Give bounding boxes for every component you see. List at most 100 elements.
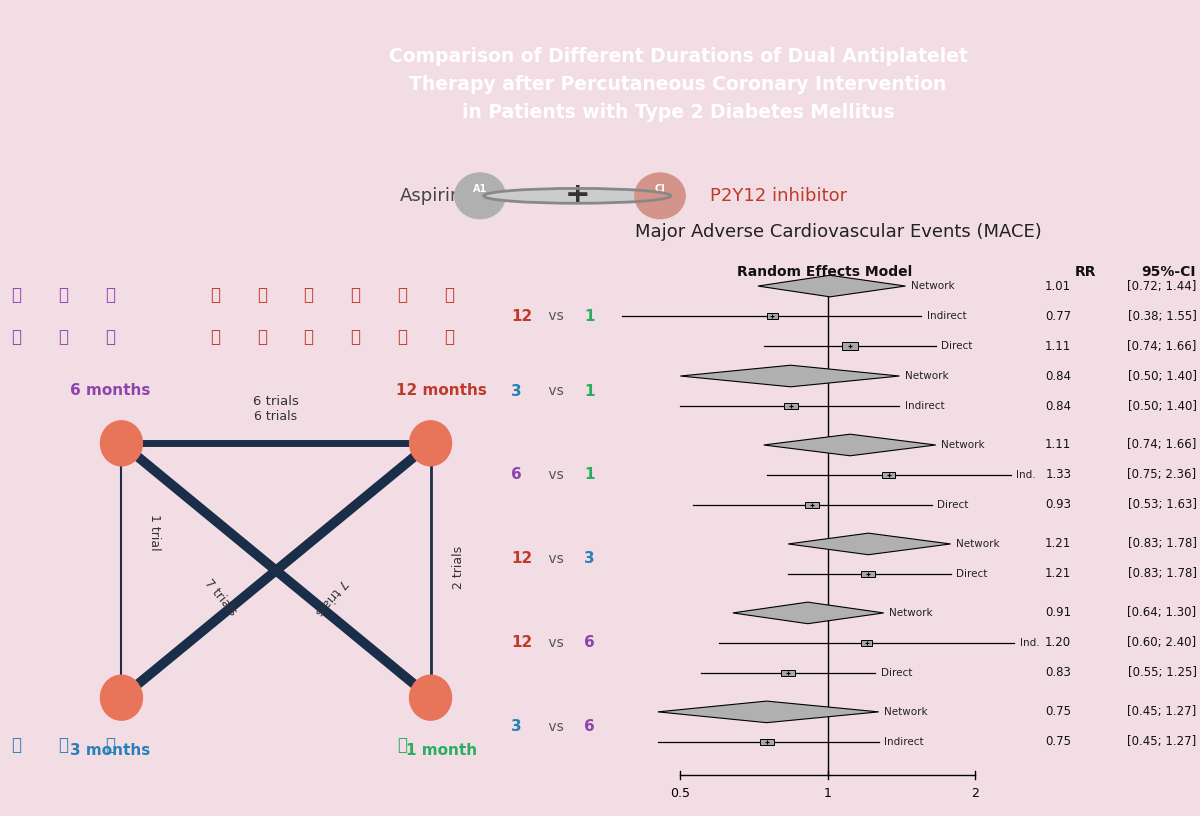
- Text: 6: 6: [584, 636, 595, 650]
- Text: Network: Network: [956, 539, 1000, 549]
- Text: Indirect: Indirect: [926, 311, 966, 321]
- Text: 1: 1: [584, 468, 594, 482]
- FancyBboxPatch shape: [760, 738, 774, 745]
- Text: 📅: 📅: [350, 286, 360, 304]
- Text: 3: 3: [584, 552, 595, 566]
- Text: 📅: 📅: [210, 328, 220, 346]
- Circle shape: [484, 188, 671, 203]
- Text: 1.11: 1.11: [1045, 339, 1072, 353]
- Text: [0.45; 1.27]: [0.45; 1.27]: [1127, 735, 1196, 748]
- Text: Network: Network: [905, 371, 949, 381]
- Text: Network: Network: [884, 707, 928, 717]
- Text: Direct: Direct: [881, 667, 912, 678]
- Text: 3: 3: [511, 384, 522, 398]
- Text: 0.77: 0.77: [1045, 309, 1072, 322]
- Text: [0.53; 1.63]: [0.53; 1.63]: [1128, 499, 1196, 512]
- Text: 1: 1: [824, 787, 832, 800]
- Text: 📅: 📅: [11, 736, 22, 754]
- Text: 0.83: 0.83: [1045, 667, 1072, 680]
- Text: 1: 1: [584, 384, 594, 398]
- Text: Indirect: Indirect: [905, 401, 944, 411]
- Text: 📅: 📅: [304, 286, 313, 304]
- Text: 📅: 📅: [444, 286, 455, 304]
- Text: RR: RR: [1074, 265, 1096, 279]
- FancyBboxPatch shape: [781, 670, 796, 676]
- Text: 3 months: 3 months: [71, 743, 150, 758]
- Text: 📅: 📅: [104, 286, 115, 304]
- Text: [0.38; 1.55]: [0.38; 1.55]: [1128, 309, 1196, 322]
- Text: 📅: 📅: [350, 328, 360, 346]
- Text: 12 months: 12 months: [396, 383, 487, 397]
- Text: [0.74; 1.66]: [0.74; 1.66]: [1127, 339, 1196, 353]
- Text: 0.91: 0.91: [1045, 606, 1072, 619]
- Polygon shape: [658, 701, 878, 723]
- Text: 0.75: 0.75: [1045, 735, 1072, 748]
- Text: 📅: 📅: [11, 328, 22, 346]
- Text: 6 trials: 6 trials: [253, 395, 299, 408]
- FancyBboxPatch shape: [882, 472, 895, 478]
- Text: Network: Network: [889, 608, 932, 618]
- Text: 1 month: 1 month: [406, 743, 478, 758]
- Text: [0.60; 2.40]: [0.60; 2.40]: [1127, 636, 1196, 650]
- Text: Network: Network: [911, 281, 955, 291]
- Text: [0.45; 1.27]: [0.45; 1.27]: [1127, 705, 1196, 718]
- Text: Direct: Direct: [937, 500, 968, 510]
- Text: Cl: Cl: [655, 184, 665, 194]
- Text: 1.21: 1.21: [1045, 567, 1072, 580]
- Text: 📅: 📅: [210, 286, 220, 304]
- Text: vs: vs: [545, 468, 569, 482]
- Text: 1.21: 1.21: [1045, 538, 1072, 551]
- Text: Direct: Direct: [941, 341, 973, 351]
- Text: 3: 3: [511, 720, 522, 734]
- Text: [0.55; 1.25]: [0.55; 1.25]: [1128, 667, 1196, 680]
- FancyBboxPatch shape: [862, 641, 872, 645]
- Text: 1.33: 1.33: [1045, 468, 1072, 481]
- Text: 1.20: 1.20: [1045, 636, 1072, 650]
- Text: 📅: 📅: [58, 736, 68, 754]
- Text: vs: vs: [545, 384, 569, 398]
- Text: 0.93: 0.93: [1045, 499, 1072, 512]
- Text: 📅: 📅: [304, 328, 313, 346]
- Polygon shape: [763, 434, 936, 456]
- Text: 📅: 📅: [11, 286, 22, 304]
- Text: P2Y12 inhibitor: P2Y12 inhibitor: [710, 187, 847, 205]
- Text: 1: 1: [584, 308, 594, 323]
- FancyBboxPatch shape: [784, 403, 798, 410]
- Ellipse shape: [635, 173, 685, 219]
- Polygon shape: [758, 275, 906, 297]
- Polygon shape: [680, 366, 900, 387]
- Text: Aspirin: Aspirin: [400, 187, 462, 205]
- Text: vs: vs: [545, 552, 569, 566]
- Text: 📅: 📅: [58, 328, 68, 346]
- Circle shape: [409, 421, 451, 466]
- Text: A1: A1: [473, 184, 487, 194]
- Text: 7 trials: 7 trials: [202, 576, 240, 618]
- Text: vs: vs: [545, 720, 569, 734]
- Text: 1.01: 1.01: [1045, 280, 1072, 293]
- Text: Major Adverse Cardiovascular Events (MACE): Major Adverse Cardiovascular Events (MAC…: [635, 223, 1042, 241]
- Text: 6: 6: [584, 720, 595, 734]
- FancyBboxPatch shape: [805, 502, 820, 508]
- FancyBboxPatch shape: [842, 343, 858, 349]
- Text: 0.75: 0.75: [1045, 705, 1072, 718]
- Circle shape: [101, 421, 143, 466]
- Text: 2: 2: [972, 787, 979, 800]
- Text: Direct: Direct: [956, 569, 988, 579]
- Text: [0.75; 2.36]: [0.75; 2.36]: [1127, 468, 1196, 481]
- Text: 1 trial: 1 trial: [148, 514, 161, 550]
- Text: 6: 6: [511, 468, 522, 482]
- Circle shape: [101, 675, 143, 721]
- Text: [0.83; 1.78]: [0.83; 1.78]: [1128, 538, 1196, 551]
- Text: 12: 12: [511, 552, 533, 566]
- Text: 1.11: 1.11: [1045, 438, 1072, 451]
- Text: 12: 12: [511, 636, 533, 650]
- Text: 2 trials: 2 trials: [451, 546, 464, 589]
- Text: 📅: 📅: [444, 328, 455, 346]
- Text: 0.5: 0.5: [671, 787, 690, 800]
- Text: [0.50; 1.40]: [0.50; 1.40]: [1128, 400, 1196, 413]
- Text: 📅: 📅: [257, 328, 266, 346]
- Text: 📅: 📅: [397, 736, 408, 754]
- Text: [0.83; 1.78]: [0.83; 1.78]: [1128, 567, 1196, 580]
- Text: 95%-CI: 95%-CI: [1141, 265, 1196, 279]
- Ellipse shape: [455, 173, 505, 219]
